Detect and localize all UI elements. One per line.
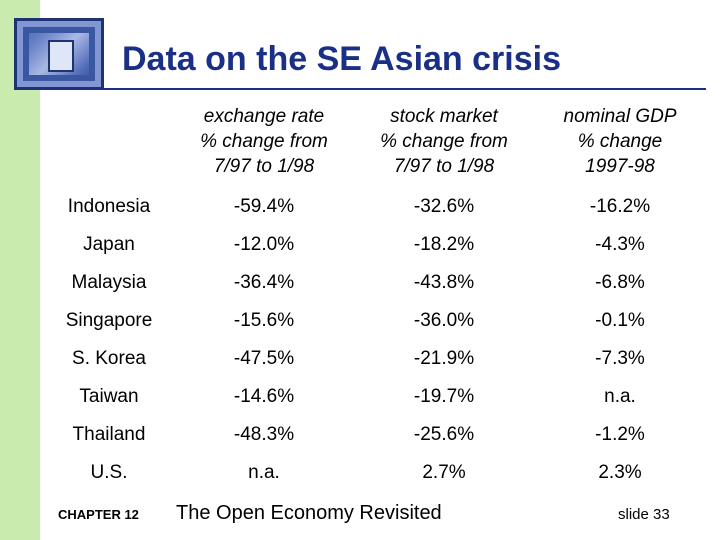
- book-logo-icon: [14, 18, 104, 90]
- table-row: Taiwan -14.6% -19.7% n.a.: [44, 378, 706, 416]
- header-line: nominal GDP: [563, 105, 677, 127]
- exchange-rate-cell: -12.0%: [233, 234, 295, 255]
- table-row: U.S. n.a. 2.7% 2.3%: [44, 454, 706, 492]
- nominal-gdp-cell: -6.8%: [595, 272, 645, 293]
- nominal-gdp-cell: -7.3%: [595, 348, 645, 369]
- title-divider: [42, 88, 706, 90]
- header-country: [44, 94, 174, 188]
- header-line: 1997-98: [585, 155, 655, 177]
- header-line: % change from: [380, 130, 508, 152]
- footer-course-title: The Open Economy Revisited: [176, 502, 442, 524]
- country-cell: Malaysia: [71, 272, 147, 293]
- country-cell: Taiwan: [79, 386, 139, 407]
- footer-slide-number: slide 33: [618, 506, 670, 523]
- stock-market-cell: -19.7%: [413, 386, 475, 407]
- table-row: S. Korea -47.5% -21.9% -7.3%: [44, 340, 706, 378]
- exchange-rate-cell: -14.6%: [233, 386, 295, 407]
- nominal-gdp-cell: -4.3%: [595, 234, 645, 255]
- stock-market-cell: -21.9%: [413, 348, 475, 369]
- stock-market-cell: 2.7%: [422, 462, 466, 483]
- table-row: Thailand -48.3% -25.6% -1.2%: [44, 416, 706, 454]
- country-cell: U.S.: [90, 462, 128, 483]
- stock-market-cell: -36.0%: [413, 310, 475, 331]
- header-line: 7/97 to 1/98: [393, 155, 495, 177]
- left-sidebar-bar: [0, 0, 40, 540]
- stock-market-cell: -32.6%: [413, 196, 475, 217]
- exchange-rate-cell: -36.4%: [233, 272, 295, 293]
- nominal-gdp-cell: n.a.: [604, 386, 636, 407]
- footer-chapter-label: CHAPTER 12: [58, 507, 139, 522]
- header-line: exchange rate: [203, 105, 325, 127]
- table-row: Malaysia -36.4% -43.8% -6.8%: [44, 264, 706, 302]
- nominal-gdp-cell: -0.1%: [595, 310, 645, 331]
- nominal-gdp-cell: -1.2%: [595, 424, 645, 445]
- crisis-data-table: exchange rate % change from 7/97 to 1/98…: [44, 94, 706, 492]
- table-header-row: exchange rate % change from 7/97 to 1/98…: [44, 94, 706, 188]
- stock-market-cell: -25.6%: [413, 424, 475, 445]
- nominal-gdp-cell: -16.2%: [589, 196, 651, 217]
- country-cell: Japan: [83, 234, 135, 255]
- table-row: Indonesia -59.4% -32.6% -16.2%: [44, 188, 706, 226]
- header-line: % change: [577, 130, 663, 152]
- exchange-rate-cell: -59.4%: [233, 196, 295, 217]
- nominal-gdp-cell: 2.3%: [598, 462, 642, 483]
- header-line: stock market: [390, 105, 498, 127]
- table-row: Japan -12.0% -18.2% -4.3%: [44, 226, 706, 264]
- country-cell: S. Korea: [72, 348, 146, 369]
- header-nominal-gdp: nominal GDP % change 1997-98: [534, 94, 706, 188]
- exchange-rate-cell: n.a.: [248, 462, 280, 483]
- country-cell: Indonesia: [67, 196, 151, 217]
- country-cell: Singapore: [65, 310, 153, 331]
- table-row: Singapore -15.6% -36.0% -0.1%: [44, 302, 706, 340]
- country-cell: Thailand: [72, 424, 146, 445]
- slide-title: Data on the SE Asian crisis: [122, 40, 561, 78]
- exchange-rate-cell: -47.5%: [233, 348, 295, 369]
- stock-market-cell: -18.2%: [413, 234, 475, 255]
- header-exchange-rate: exchange rate % change from 7/97 to 1/98: [174, 94, 354, 188]
- stock-market-cell: -43.8%: [413, 272, 475, 293]
- header-line: % change from: [200, 130, 328, 152]
- header-stock-market: stock market % change from 7/97 to 1/98: [354, 94, 534, 188]
- header-line: 7/97 to 1/98: [213, 155, 315, 177]
- exchange-rate-cell: -15.6%: [233, 310, 295, 331]
- exchange-rate-cell: -48.3%: [233, 424, 295, 445]
